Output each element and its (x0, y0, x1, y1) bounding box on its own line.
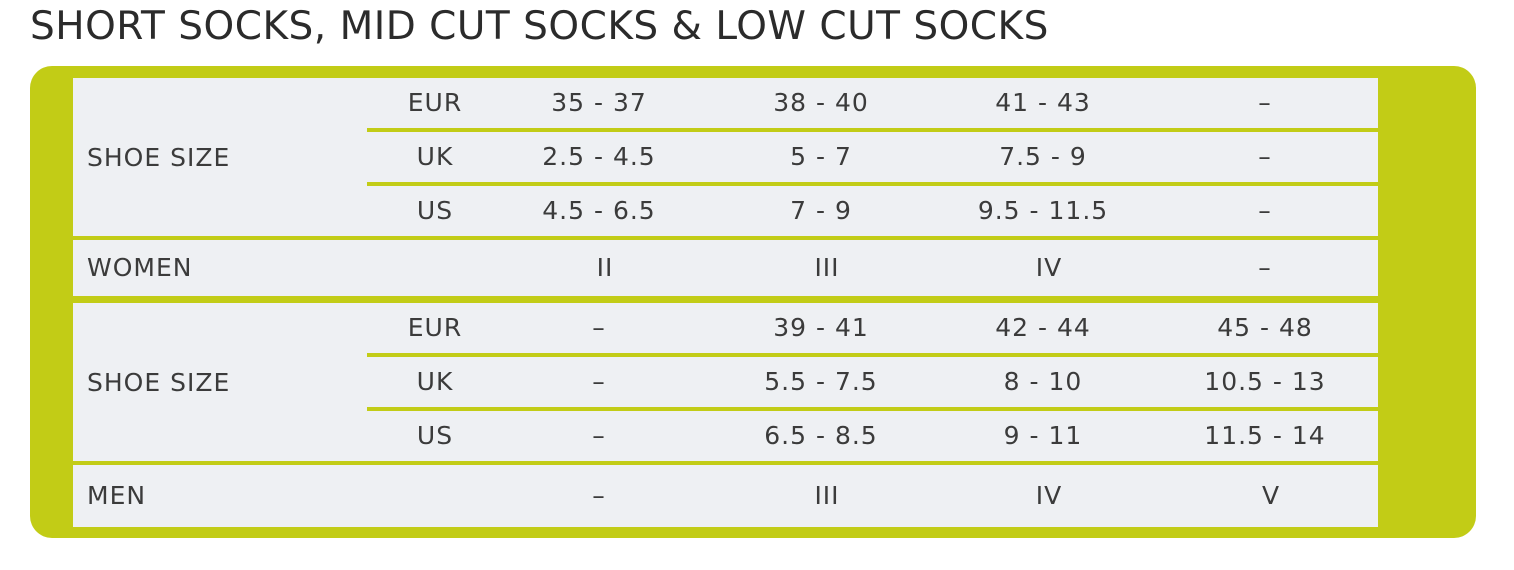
size-cell: 9 - 11 (1003, 421, 1083, 450)
size-cell: 2.5 - 4.5 (542, 142, 656, 171)
women-section: SHOE SIZE EUR 35 - 37 38 - 40 41 - 43 – … (73, 78, 1378, 296)
size-cell: – (1258, 142, 1272, 171)
size-cell: 9.5 - 11.5 (977, 196, 1109, 225)
men-label: MEN (87, 481, 147, 510)
size-cell: 41 - 43 (995, 88, 1091, 117)
size-cell: 5 - 7 (790, 142, 852, 171)
size-cell: – (592, 481, 606, 510)
size-cell: – (592, 313, 606, 342)
unit-label-uk: UK (416, 367, 454, 396)
size-cell: 5.5 - 7.5 (764, 367, 878, 396)
women-us-row: US 4.5 - 6.5 7 - 9 9.5 - 11.5 – (367, 182, 1378, 236)
women-label: WOMEN (87, 253, 193, 282)
size-cell: 7.5 - 9 (999, 142, 1087, 171)
size-cell: – (1258, 253, 1272, 282)
size-cell: 7 - 9 (790, 196, 852, 225)
women-size-row: WOMEN II III IV – (73, 236, 1378, 296)
size-cell: 10.5 - 13 (1204, 367, 1326, 396)
size-cell: – (592, 367, 606, 396)
size-cell: 11.5 - 14 (1204, 421, 1326, 450)
men-section: SHOE SIZE EUR – 39 - 41 42 - 44 45 - 48 … (73, 303, 1378, 527)
unit-label-uk: UK (416, 142, 454, 171)
men-eur-row: EUR – 39 - 41 42 - 44 45 - 48 (73, 303, 1378, 353)
men-size-row: MEN – III IV V (73, 461, 1378, 527)
unit-label-us: US (416, 421, 454, 450)
size-cell: 39 - 41 (773, 313, 869, 342)
women-shoe-size-label: SHOE SIZE (87, 142, 231, 172)
size-cell: II (596, 253, 614, 282)
unit-label-eur: EUR (407, 88, 463, 117)
size-cell: – (1258, 88, 1272, 117)
size-cell: IV (1035, 481, 1063, 510)
men-us-row: US – 6.5 - 8.5 9 - 11 11.5 - 14 (367, 407, 1378, 461)
unit-label-us: US (416, 196, 454, 225)
size-cell: – (1258, 196, 1272, 225)
size-cell: 38 - 40 (773, 88, 869, 117)
unit-label-eur: EUR (407, 313, 463, 342)
size-cell: 45 - 48 (1217, 313, 1313, 342)
women-shoe-size-block: SHOE SIZE EUR 35 - 37 38 - 40 41 - 43 – … (73, 78, 1378, 236)
size-cell: 35 - 37 (551, 88, 647, 117)
size-cell: 42 - 44 (995, 313, 1091, 342)
men-shoe-size-block: SHOE SIZE EUR – 39 - 41 42 - 44 45 - 48 … (73, 303, 1378, 461)
size-cell: V (1261, 481, 1281, 510)
size-cell: 8 - 10 (1003, 367, 1083, 396)
page-title: SHORT SOCKS, MID CUT SOCKS & LOW CUT SOC… (30, 4, 1049, 49)
size-cell: 6.5 - 8.5 (764, 421, 878, 450)
size-cell: 4.5 - 6.5 (542, 196, 656, 225)
size-cell: IV (1035, 253, 1063, 282)
size-cell: III (814, 481, 840, 510)
size-cell: III (814, 253, 840, 282)
women-eur-row: EUR 35 - 37 38 - 40 41 - 43 – (73, 78, 1378, 128)
men-uk-row: UK – 5.5 - 7.5 8 - 10 10.5 - 13 (367, 353, 1378, 407)
men-shoe-size-label: SHOE SIZE (87, 367, 231, 397)
women-uk-row: UK 2.5 - 4.5 5 - 7 7.5 - 9 – (367, 128, 1378, 182)
size-cell: – (592, 421, 606, 450)
size-chart-table: SHOE SIZE EUR 35 - 37 38 - 40 41 - 43 – … (73, 78, 1378, 527)
